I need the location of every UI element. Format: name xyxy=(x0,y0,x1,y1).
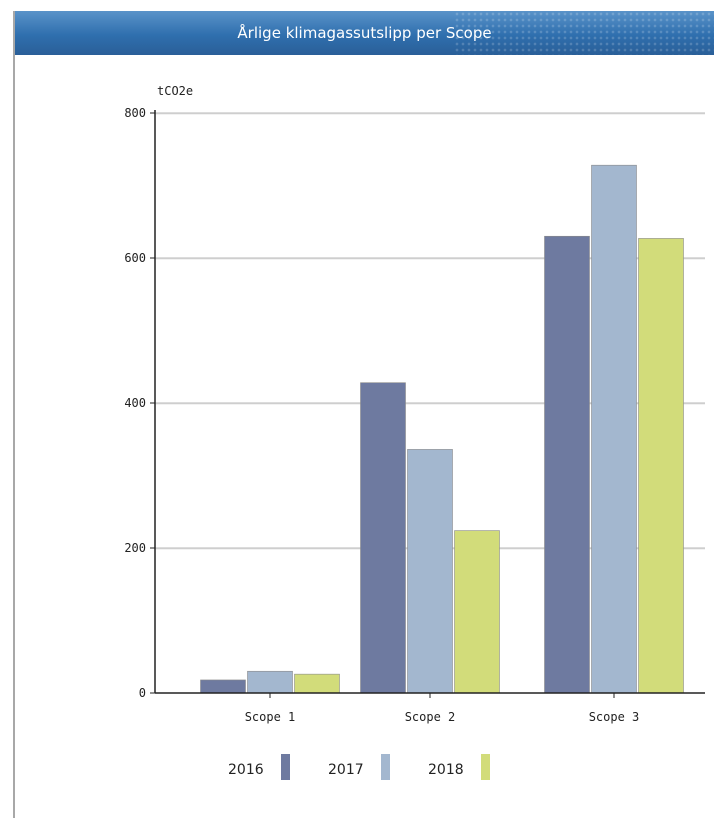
bar-scope-1-2018 xyxy=(294,673,340,694)
y-tick-label: 800 xyxy=(124,106,146,120)
x-tick-label: Scope 1 xyxy=(245,710,296,724)
legend-label-2016: 2016 xyxy=(228,762,264,778)
bar-scope-3-2016 xyxy=(544,235,590,694)
y-tick-label: 0 xyxy=(139,686,146,700)
title-bar-pattern xyxy=(454,11,714,55)
legend-label-2017: 2017 xyxy=(328,762,364,778)
y-tick-label: 400 xyxy=(124,396,146,410)
chart-title: Årlige klimagassutslipp per Scope xyxy=(237,24,492,42)
chart-title-bar: Årlige klimagassutslipp per Scope xyxy=(15,11,714,55)
legend-swatch-2016 xyxy=(281,754,290,780)
bar-scope-3-2018 xyxy=(638,238,684,694)
bar-scope-1-2016 xyxy=(200,679,246,694)
bar-scope-1-2017 xyxy=(247,670,293,694)
bar-scope-2-2017 xyxy=(407,449,453,694)
y-axis-label: tCO2e xyxy=(157,84,193,98)
legend-label-2018: 2018 xyxy=(428,762,464,778)
legend-swatch-2017 xyxy=(381,754,390,780)
bar-scope-3-2017 xyxy=(591,164,637,694)
y-tick-label: 200 xyxy=(124,541,146,555)
y-tick-label: 600 xyxy=(124,251,146,265)
legend-swatch-2018 xyxy=(481,754,490,780)
x-tick-label: Scope 3 xyxy=(589,710,640,724)
bar-scope-2-2016 xyxy=(360,382,406,694)
bar-scope-2-2018 xyxy=(454,530,500,694)
x-tick-label: Scope 2 xyxy=(405,710,456,724)
